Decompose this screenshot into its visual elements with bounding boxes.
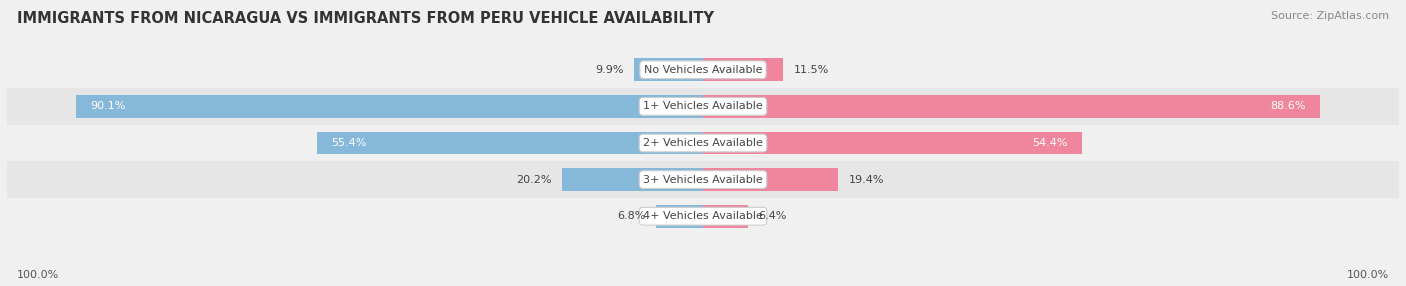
Text: 6.8%: 6.8% [617,211,645,221]
Bar [7,51,1399,88]
Bar [703,205,748,228]
Text: 88.6%: 88.6% [1270,102,1306,111]
Bar [655,205,703,228]
Text: 20.2%: 20.2% [516,175,553,184]
Bar [7,125,1399,161]
Bar [703,132,1081,154]
Text: 54.4%: 54.4% [1032,138,1067,148]
Bar [634,58,703,81]
Text: 4+ Vehicles Available: 4+ Vehicles Available [643,211,763,221]
Text: 90.1%: 90.1% [90,102,125,111]
Text: 19.4%: 19.4% [848,175,884,184]
Text: 2+ Vehicles Available: 2+ Vehicles Available [643,138,763,148]
Text: No Vehicles Available: No Vehicles Available [644,65,762,75]
Text: Source: ZipAtlas.com: Source: ZipAtlas.com [1271,11,1389,21]
Text: 1+ Vehicles Available: 1+ Vehicles Available [643,102,763,111]
Bar [703,58,783,81]
Bar [7,88,1399,125]
Text: 11.5%: 11.5% [793,65,828,75]
Bar [318,132,703,154]
Bar [7,198,1399,235]
Bar [562,168,703,191]
Text: 100.0%: 100.0% [1347,270,1389,280]
Bar [76,95,703,118]
Text: 9.9%: 9.9% [595,65,624,75]
Bar [703,168,838,191]
Text: 3+ Vehicles Available: 3+ Vehicles Available [643,175,763,184]
Text: IMMIGRANTS FROM NICARAGUA VS IMMIGRANTS FROM PERU VEHICLE AVAILABILITY: IMMIGRANTS FROM NICARAGUA VS IMMIGRANTS … [17,11,714,26]
Bar [7,161,1399,198]
Text: 6.4%: 6.4% [758,211,786,221]
Text: 100.0%: 100.0% [17,270,59,280]
Bar [703,95,1320,118]
Text: 55.4%: 55.4% [332,138,367,148]
